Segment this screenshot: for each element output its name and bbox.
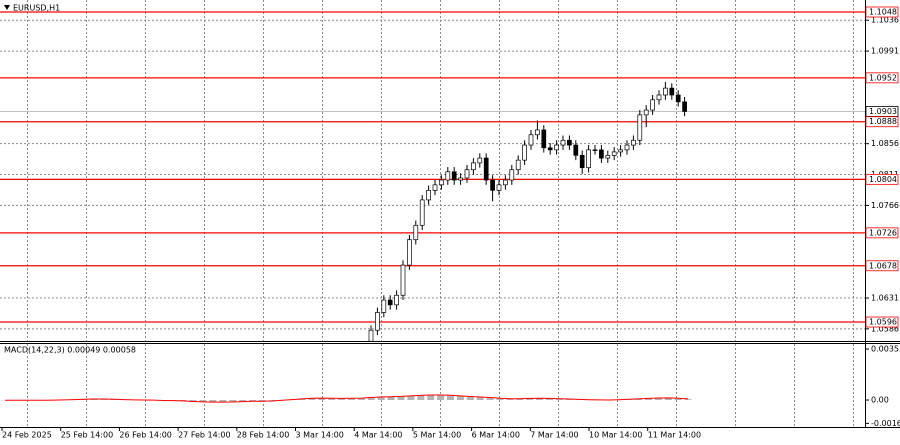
candle-body (516, 160, 520, 170)
candle-body (657, 95, 661, 100)
candle-body (612, 152, 616, 155)
candle-body (427, 190, 431, 200)
y-tick-label: 0.00353 (871, 345, 900, 354)
x-tick-label: 28 Feb 14:00 (237, 431, 289, 440)
macd-label: MACD(14,22,3) 0.00049 0.00058 (4, 346, 136, 355)
candle-body (439, 180, 443, 185)
macd-bar (447, 395, 454, 400)
x-tick-label: 7 Mar 14:00 (530, 431, 578, 440)
candle-body (606, 155, 610, 158)
candle-body (580, 155, 584, 167)
candle-body (542, 130, 546, 148)
chart-title: EURUSD,H1 (13, 4, 60, 13)
candle-body (619, 150, 623, 152)
current-price-label: 1.0903 (869, 107, 897, 116)
candle-body (651, 100, 655, 110)
y-tick-label: -0.00162 (871, 419, 900, 428)
candle-body (548, 148, 552, 150)
x-tick-label: 25 Feb 14:00 (61, 431, 113, 440)
level-label: 1.0804 (869, 175, 897, 184)
macd-bar (427, 395, 434, 400)
x-tick-label: 3 Mar 14:00 (296, 431, 344, 440)
candle-body (593, 150, 597, 151)
level-label: 1.0952 (869, 73, 897, 82)
candle-body (478, 158, 482, 163)
candle-body (484, 158, 488, 180)
macd-bar (457, 396, 464, 400)
candle-body (587, 150, 591, 168)
candle-body (459, 178, 463, 180)
candle-body (663, 88, 667, 95)
candle-body (631, 140, 635, 145)
y-tick-label: 1.0856 (871, 139, 899, 148)
y-tick-label: 1.0991 (871, 47, 899, 56)
candle-body (535, 130, 539, 135)
y-tick-label: 0.00 (871, 396, 889, 405)
y-tick-label: 1.0631 (871, 293, 899, 302)
level-label: 1.1048 (869, 8, 897, 17)
x-tick-label: 26 Feb 14:00 (119, 431, 171, 440)
candle-body (529, 135, 533, 145)
candle-body (683, 102, 687, 112)
level-label: 1.0596 (869, 318, 897, 327)
x-tick-label: 5 Mar 14:00 (413, 431, 461, 440)
candle-body (452, 172, 456, 180)
level-label: 1.0888 (869, 117, 897, 126)
x-tick-label: 10 Mar 14:00 (589, 431, 642, 440)
candle-body (625, 145, 629, 150)
x-tick-label: 11 Mar 14:00 (648, 431, 701, 440)
x-tick-label: 27 Feb 14:00 (178, 431, 230, 440)
candle-body (561, 140, 565, 145)
y-tick-label: 1.0766 (871, 201, 899, 210)
candle-body (644, 110, 648, 115)
candle-body (574, 145, 578, 155)
candle-body (433, 185, 437, 190)
candle-body (510, 170, 514, 180)
candle-body (491, 180, 495, 190)
candle-body (420, 200, 424, 225)
candle-body (670, 88, 674, 95)
candle-body (471, 163, 475, 170)
level-label: 1.0726 (869, 228, 897, 237)
candle-body (523, 145, 527, 160)
candle-body (497, 185, 501, 190)
candle-body (555, 145, 559, 150)
candle-body (638, 115, 642, 140)
macd-bar (467, 397, 474, 400)
candle-body (382, 300, 386, 312)
candle-body (446, 172, 450, 180)
candle-body (375, 312, 379, 330)
candle-body (676, 95, 680, 102)
x-tick-label: 24 Feb 2025 (2, 431, 52, 440)
candle-body (599, 150, 603, 158)
candle-body (465, 170, 469, 178)
macd-bar (685, 399, 692, 400)
x-tick-label: 6 Mar 14:00 (472, 431, 520, 440)
candle-body (395, 295, 399, 305)
candle-body (503, 180, 507, 185)
level-label: 1.0678 (869, 261, 897, 270)
macd-bar (437, 395, 444, 400)
candle-body (567, 140, 571, 145)
candle-body (388, 300, 392, 305)
candle-body (414, 225, 418, 239)
x-tick-label: 4 Mar 14:00 (354, 431, 402, 440)
candle-body (369, 330, 373, 341)
candle-body (407, 240, 411, 265)
candle-body (401, 265, 405, 295)
